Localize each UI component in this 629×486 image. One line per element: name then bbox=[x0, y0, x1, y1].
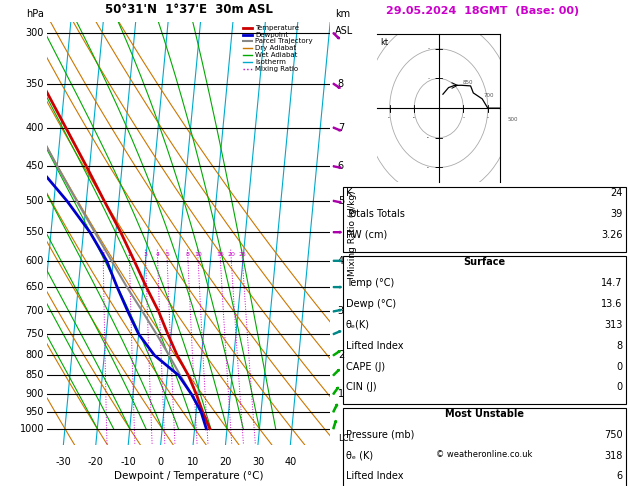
Text: 0: 0 bbox=[616, 362, 623, 372]
Text: 1000: 1000 bbox=[19, 424, 44, 434]
Text: 750: 750 bbox=[25, 329, 44, 339]
Text: -10: -10 bbox=[120, 457, 136, 467]
Text: 650: 650 bbox=[26, 282, 44, 292]
Text: 5: 5 bbox=[338, 196, 344, 206]
Text: 450: 450 bbox=[26, 161, 44, 171]
Text: km: km bbox=[335, 9, 350, 19]
Text: 4: 4 bbox=[156, 252, 160, 258]
Text: 6: 6 bbox=[616, 471, 623, 482]
Text: Pressure (mb): Pressure (mb) bbox=[346, 430, 415, 440]
Text: Dewpoint: Dewpoint bbox=[255, 32, 288, 37]
Text: 550: 550 bbox=[25, 227, 44, 237]
Text: 0: 0 bbox=[158, 457, 164, 467]
Text: 20: 20 bbox=[220, 457, 231, 467]
Text: 800: 800 bbox=[26, 350, 44, 360]
Text: 3: 3 bbox=[338, 307, 344, 316]
Text: 500: 500 bbox=[26, 196, 44, 206]
Text: Temp (°C): Temp (°C) bbox=[346, 278, 394, 288]
Text: 850: 850 bbox=[26, 370, 44, 380]
Text: 8: 8 bbox=[616, 341, 623, 351]
Text: CIN (J): CIN (J) bbox=[346, 382, 377, 393]
Text: 50°31'N  1°37'E  30m ASL: 50°31'N 1°37'E 30m ASL bbox=[105, 3, 272, 16]
Text: 30: 30 bbox=[252, 457, 264, 467]
Text: K: K bbox=[346, 188, 352, 198]
Text: 10: 10 bbox=[194, 252, 202, 258]
Text: 40: 40 bbox=[284, 457, 296, 467]
Text: θₑ (K): θₑ (K) bbox=[346, 451, 373, 461]
Text: 0: 0 bbox=[616, 382, 623, 393]
Text: 600: 600 bbox=[26, 256, 44, 266]
Text: Parcel Trajectory: Parcel Trajectory bbox=[255, 38, 313, 44]
Text: Temperature: Temperature bbox=[255, 25, 299, 31]
Text: -30: -30 bbox=[55, 457, 71, 467]
Text: -20: -20 bbox=[88, 457, 104, 467]
Text: kt: kt bbox=[380, 38, 388, 48]
Text: 10: 10 bbox=[187, 457, 199, 467]
Text: Most Unstable: Most Unstable bbox=[445, 409, 524, 419]
Text: 24: 24 bbox=[610, 188, 623, 198]
Text: 1: 1 bbox=[101, 252, 105, 258]
Text: 750: 750 bbox=[604, 430, 623, 440]
Text: Isotherm: Isotherm bbox=[255, 59, 286, 65]
Text: 313: 313 bbox=[604, 320, 623, 330]
Text: Mixing Ratio: Mixing Ratio bbox=[255, 66, 298, 71]
Text: 500: 500 bbox=[508, 117, 518, 122]
Text: Lifted Index: Lifted Index bbox=[346, 471, 403, 482]
Text: 318: 318 bbox=[604, 451, 623, 461]
Text: Dewpoint / Temperature (°C): Dewpoint / Temperature (°C) bbox=[114, 471, 264, 482]
Text: 29.05.2024  18GMT  (Base: 00): 29.05.2024 18GMT (Base: 00) bbox=[386, 6, 579, 16]
Text: 900: 900 bbox=[26, 389, 44, 399]
Text: Lifted Index: Lifted Index bbox=[346, 341, 403, 351]
Text: 850: 850 bbox=[462, 80, 473, 85]
Text: 3.26: 3.26 bbox=[601, 230, 623, 240]
Text: LCL: LCL bbox=[338, 434, 353, 443]
Text: 8: 8 bbox=[338, 79, 344, 88]
Text: CAPE (J): CAPE (J) bbox=[346, 362, 385, 372]
Text: Totals Totals: Totals Totals bbox=[346, 209, 405, 219]
Text: 16: 16 bbox=[216, 252, 225, 258]
Text: 6: 6 bbox=[338, 161, 344, 171]
Text: 2: 2 bbox=[128, 252, 131, 258]
Text: Wet Adiabat: Wet Adiabat bbox=[255, 52, 298, 58]
Text: 20: 20 bbox=[228, 252, 235, 258]
Text: Surface: Surface bbox=[464, 257, 505, 267]
Text: 7: 7 bbox=[338, 122, 344, 133]
Text: ASL: ASL bbox=[335, 26, 353, 36]
Text: 300: 300 bbox=[26, 28, 44, 38]
Text: 8: 8 bbox=[186, 252, 190, 258]
Text: Dewp (°C): Dewp (°C) bbox=[346, 299, 396, 309]
Text: hPa: hPa bbox=[26, 9, 44, 19]
Text: 3: 3 bbox=[144, 252, 148, 258]
Text: 2: 2 bbox=[338, 350, 344, 360]
Text: Mixing Ratio (g/kg): Mixing Ratio (g/kg) bbox=[348, 191, 357, 276]
Text: 700: 700 bbox=[484, 93, 494, 98]
Text: Dry Adiabat: Dry Adiabat bbox=[255, 45, 296, 51]
Text: 39: 39 bbox=[611, 209, 623, 219]
Text: © weatheronline.co.uk: © weatheronline.co.uk bbox=[436, 450, 533, 459]
Text: 950: 950 bbox=[26, 407, 44, 417]
Text: 14.7: 14.7 bbox=[601, 278, 623, 288]
Text: PW (cm): PW (cm) bbox=[346, 230, 387, 240]
Text: 350: 350 bbox=[26, 79, 44, 88]
Text: 1: 1 bbox=[338, 389, 344, 399]
Text: 5: 5 bbox=[165, 252, 169, 258]
Text: 13.6: 13.6 bbox=[601, 299, 623, 309]
Text: 25: 25 bbox=[238, 252, 247, 258]
Text: 400: 400 bbox=[26, 122, 44, 133]
Text: 4: 4 bbox=[338, 256, 344, 266]
Text: 700: 700 bbox=[26, 307, 44, 316]
Text: θₑ(K): θₑ(K) bbox=[346, 320, 370, 330]
